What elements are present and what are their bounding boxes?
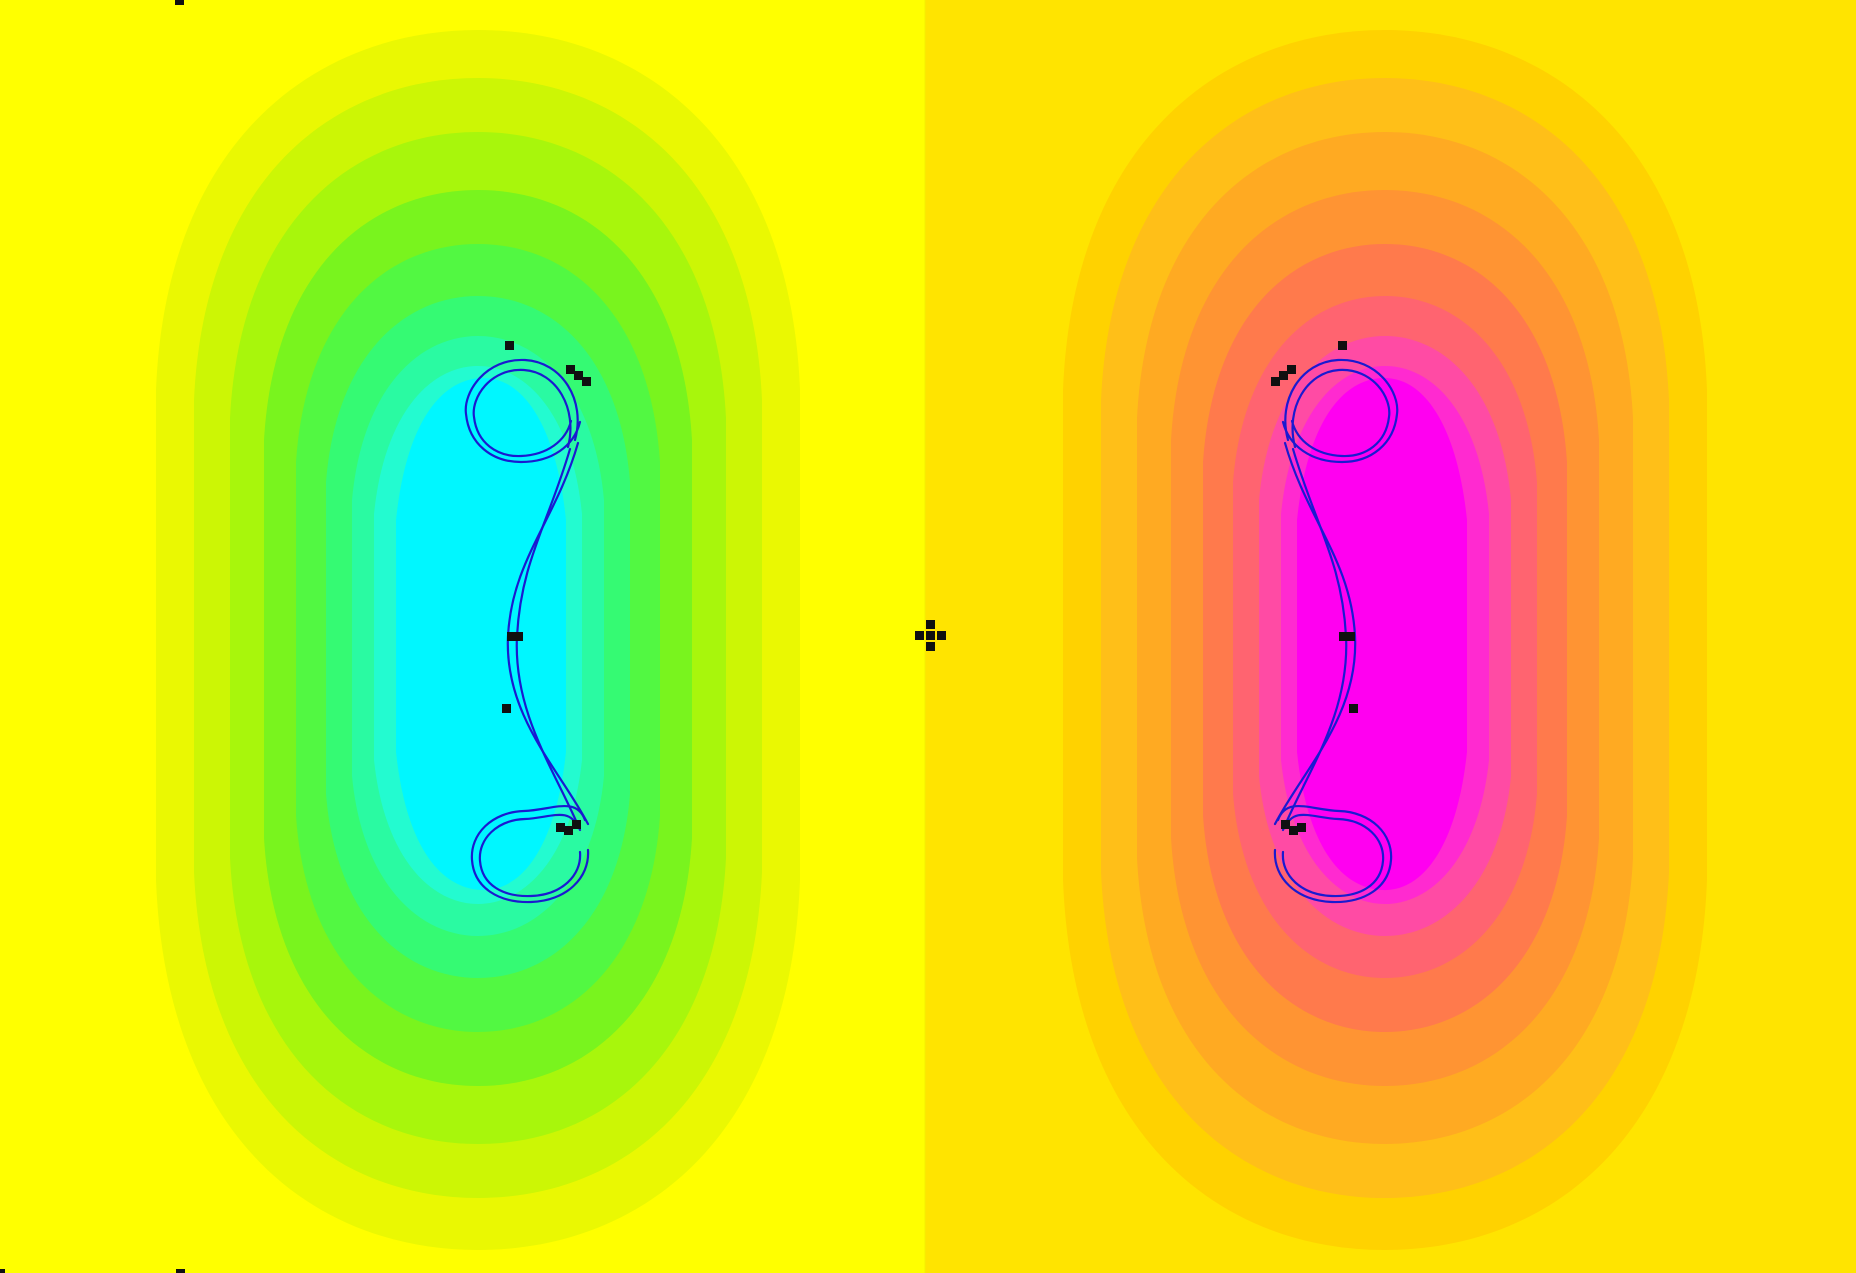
handle-right-bottom-c[interactable]	[1289, 826, 1298, 835]
handle-left-top-b[interactable]	[566, 365, 575, 374]
handle-right-bottom-b[interactable]	[1297, 823, 1306, 832]
center-marker-north[interactable]	[926, 620, 935, 629]
bottom-edge-marker[interactable]	[176, 1269, 185, 1273]
left-contour-stack	[0, 0, 925, 1273]
top-edge-marker[interactable]	[175, 0, 184, 5]
handle-left-top-a[interactable]	[505, 341, 514, 350]
handle-right-top-c[interactable]	[1279, 371, 1288, 380]
handle-right-mid-b[interactable]	[1346, 632, 1355, 641]
left-bottom-loop-outer	[470, 805, 590, 904]
left-contour-level-10	[396, 377, 566, 891]
left-bottom-loop-inner	[478, 813, 582, 898]
center-marker-east[interactable]	[937, 631, 946, 640]
handle-right-top-a[interactable]	[1338, 341, 1347, 350]
handle-left-top-d[interactable]	[582, 377, 591, 386]
left-top-loop-inner	[472, 368, 573, 458]
handle-right-top-b[interactable]	[1287, 365, 1296, 374]
right-connector-strand-a	[1273, 441, 1357, 826]
handle-left-bottom-c[interactable]	[564, 826, 573, 835]
right-bottom-loop-outer	[1273, 805, 1393, 904]
right-connector-strand-b	[1281, 447, 1348, 832]
right-top-loop-outer	[1281, 358, 1399, 464]
bottom-left-corner-marker[interactable]	[0, 1269, 5, 1273]
handle-right-top-d[interactable]	[1271, 377, 1280, 386]
handle-right-bottom-a[interactable]	[1349, 704, 1358, 713]
center-marker-south[interactable]	[926, 642, 935, 651]
right-bottom-loop-inner	[1281, 813, 1385, 898]
left-top-loop-outer	[464, 358, 582, 464]
right-contour-level-10	[1297, 377, 1467, 891]
handle-left-mid-b[interactable]	[514, 632, 523, 641]
handle-right-bottom-d[interactable]	[1281, 820, 1290, 829]
center-selection-marker[interactable]	[915, 620, 947, 652]
handle-left-bottom-d[interactable]	[572, 820, 581, 829]
center-marker-west[interactable]	[915, 631, 924, 640]
handle-left-bottom-a[interactable]	[502, 704, 511, 713]
right-top-loop-inner	[1290, 368, 1391, 458]
center-marker-core[interactable]	[926, 631, 935, 640]
handle-left-top-c[interactable]	[574, 371, 583, 380]
